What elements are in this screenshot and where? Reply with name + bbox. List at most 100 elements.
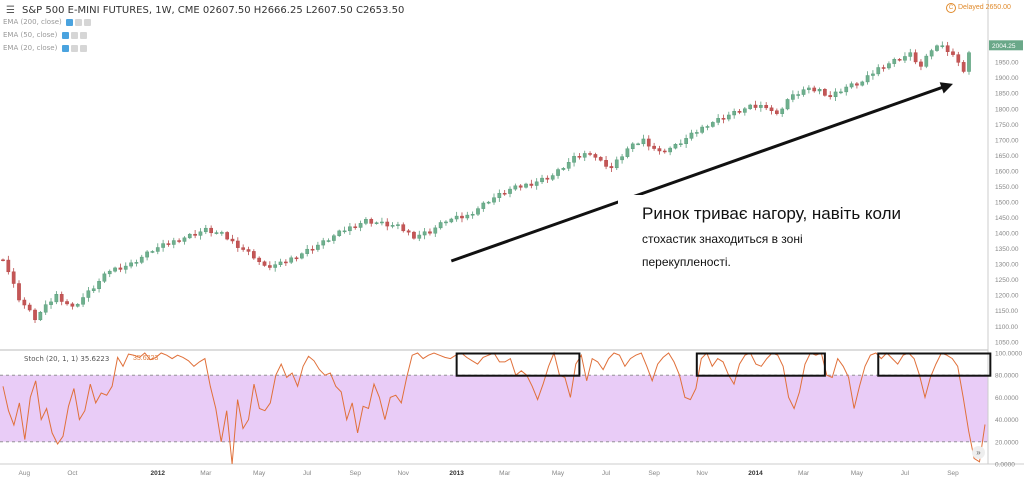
candle-body	[807, 87, 811, 90]
overbought-highlight-box	[455, 352, 581, 377]
candle-body	[262, 261, 267, 266]
candle-body	[401, 224, 406, 232]
candle-body	[11, 271, 16, 284]
candle-body	[641, 138, 646, 145]
candle-body	[572, 156, 576, 163]
candle-body	[118, 267, 123, 270]
price-tick-label: 1150.00	[995, 308, 1018, 315]
candle-body	[43, 304, 48, 313]
candle-body	[460, 215, 464, 219]
candle-body	[646, 138, 651, 147]
candle-body	[540, 177, 544, 183]
candle-body	[865, 75, 870, 83]
candle-body	[737, 111, 742, 113]
price-tick-label: 1850.00	[995, 91, 1019, 98]
stoch-label: Stoch (20, 1, 1) 35.6223	[24, 355, 110, 363]
time-tick-label: Mar	[499, 470, 511, 477]
candle-body	[444, 221, 448, 224]
scroll-right-button[interactable]: »	[972, 446, 985, 459]
candle-body	[897, 59, 902, 61]
delayed-badge: C Delayed 2650.00	[946, 3, 1011, 13]
chart-title: S&P 500 E-MINI FUTURES, 1W, CME 02607.50…	[22, 5, 405, 16]
candle-body	[193, 233, 197, 236]
candle-body	[908, 52, 913, 57]
menu-icon[interactable]: ☰	[6, 5, 15, 16]
candle-body	[956, 54, 961, 63]
stoch-tick-label: 0.0000	[995, 462, 1015, 469]
eye-icon[interactable]	[61, 44, 69, 52]
price-tick-label: 1750.00	[995, 122, 1019, 129]
candle-body	[652, 145, 656, 149]
candle-body	[588, 153, 592, 155]
candle-body	[406, 230, 411, 233]
candle-body	[235, 240, 240, 248]
candle-body	[657, 148, 662, 152]
candle-body	[396, 224, 400, 226]
price-tick-label: 1650.00	[995, 153, 1019, 160]
candle-body	[844, 86, 849, 93]
candle-body	[924, 55, 929, 67]
settings-icon[interactable]	[70, 44, 78, 52]
candle-body	[22, 299, 27, 306]
candle-body	[582, 153, 587, 158]
candle-body	[150, 251, 155, 253]
candle-body	[855, 83, 859, 86]
overbought-highlight-box	[695, 352, 826, 377]
close-icon[interactable]	[79, 31, 87, 39]
candle-body	[673, 144, 678, 149]
candle-body	[465, 214, 470, 219]
candle-body	[374, 222, 379, 224]
candle-body	[332, 235, 336, 241]
candle-body	[604, 160, 608, 167]
stoch-band	[0, 375, 988, 442]
trend-arrow-head	[939, 82, 953, 94]
candle-body	[214, 232, 219, 234]
delayed-label: Delayed 2650.00	[958, 4, 1011, 11]
candle-body	[481, 202, 486, 209]
candle-body	[267, 265, 272, 268]
price-tick-label: 1550.00	[995, 184, 1019, 191]
close-icon[interactable]	[84, 18, 92, 26]
price-tick-label: 1400.00	[995, 231, 1019, 238]
time-tick-label: Mar	[200, 470, 212, 477]
candle-body	[454, 215, 459, 220]
time-tick-label: May	[253, 470, 266, 477]
candle-body	[636, 143, 640, 146]
candle-body	[753, 104, 758, 108]
price-tick-label: 1450.00	[995, 215, 1019, 222]
settings-icon[interactable]	[70, 31, 78, 39]
candle-body	[1, 259, 5, 262]
indicator-ema-20[interactable]: EMA (20, close)	[3, 44, 87, 52]
time-tick-label: Sep	[349, 470, 361, 477]
settings-icon[interactable]	[75, 18, 83, 26]
candle-body	[326, 240, 331, 242]
candle-body	[903, 56, 907, 61]
candle-body	[929, 50, 934, 57]
time-tick-label: Sep	[947, 470, 959, 477]
candle-body	[428, 231, 432, 234]
candle-body	[524, 183, 528, 188]
candle-body	[364, 219, 368, 224]
candle-body	[556, 169, 560, 176]
candle-body	[694, 132, 699, 134]
candle-body	[534, 181, 539, 186]
candle-body	[732, 111, 737, 116]
price-tick-label: 1600.00	[995, 168, 1019, 175]
candle-body	[380, 221, 384, 224]
time-tick-label: Sep	[648, 470, 660, 477]
candle-body	[6, 259, 11, 273]
price-tick-label: 1800.00	[995, 106, 1019, 113]
candle-body	[812, 87, 817, 92]
eye-icon[interactable]	[66, 18, 74, 26]
candle-body	[321, 240, 326, 246]
candle-body	[284, 261, 288, 264]
time-tick-label: May	[552, 470, 565, 477]
indicator-ema-50[interactable]: EMA (50, close)	[3, 31, 87, 39]
eye-icon[interactable]	[61, 31, 69, 39]
time-tick-label: Oct	[67, 470, 77, 477]
close-icon[interactable]	[79, 44, 87, 52]
candle-body	[166, 243, 171, 245]
indicator-ema-200[interactable]: EMA (200, close)	[3, 18, 92, 26]
price-tick-label: 1300.00	[995, 262, 1019, 269]
clock-icon: C	[946, 3, 956, 13]
